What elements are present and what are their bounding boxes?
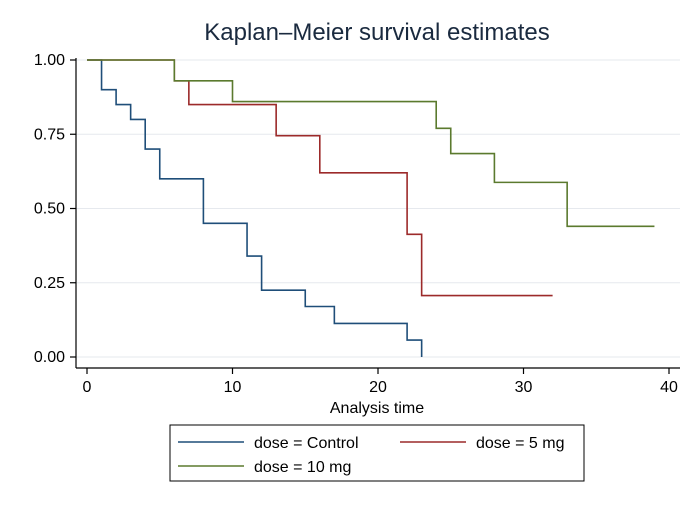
grid-lines (76, 59, 680, 358)
x-tick-label: 10 (224, 379, 242, 396)
legend-label: dose = 10 mg (254, 459, 351, 476)
y-tick-label: 0.50 (34, 201, 65, 218)
y-tick-label: 0.00 (34, 349, 65, 366)
chart-title: Kaplan–Meier survival estimates (204, 19, 549, 46)
y-tick-label: 0.75 (34, 126, 65, 143)
legend: dose = Control dose = 5 mg dose = 10 mg (178, 435, 565, 476)
x-tick-label: 40 (660, 379, 678, 396)
x-axis-title: Analysis time (330, 400, 424, 417)
series-layer (87, 59, 655, 357)
y-axis-ticks: 0.00 0.25 0.50 0.75 1.00 (34, 52, 76, 366)
x-tick-label: 20 (369, 379, 387, 396)
x-tick-label: 0 (83, 379, 92, 396)
legend-label: dose = Control (254, 435, 359, 452)
legend-box (169, 424, 585, 482)
y-tick-label: 0.25 (34, 275, 65, 292)
x-axis-ticks: 0 10 20 30 40 (83, 368, 678, 396)
legend-label: dose = 5 mg (476, 435, 565, 452)
x-tick-label: 30 (515, 379, 533, 396)
series-line-2 (87, 59, 655, 228)
y-tick-label: 1.00 (34, 52, 65, 69)
series-line-0 (87, 59, 423, 357)
series-line-1 (87, 59, 553, 297)
